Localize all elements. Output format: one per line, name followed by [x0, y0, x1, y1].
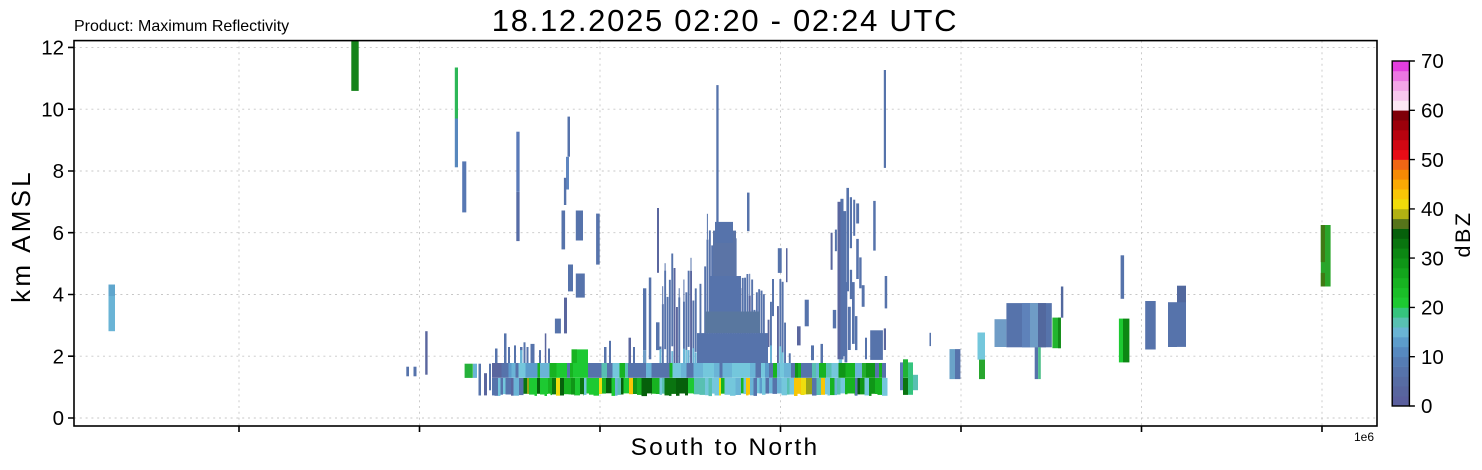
- svg-text:dBZ: dBZ: [1451, 211, 1475, 258]
- svg-text:4: 4: [53, 284, 64, 307]
- svg-text:1e6: 1e6: [1354, 430, 1374, 444]
- svg-text:40: 40: [1421, 198, 1444, 221]
- svg-text:South to North: South to North: [631, 434, 820, 461]
- svg-text:50: 50: [1421, 149, 1444, 172]
- svg-text:8: 8: [53, 160, 64, 183]
- svg-text:km AMSL: km AMSL: [6, 169, 36, 303]
- svg-text:0: 0: [53, 407, 64, 430]
- svg-text:12: 12: [41, 37, 64, 60]
- svg-text:0: 0: [1421, 395, 1432, 418]
- svg-text:18.12.2025 02:20 - 02:24 UTC: 18.12.2025 02:20 - 02:24 UTC: [492, 3, 958, 38]
- svg-text:20: 20: [1421, 297, 1444, 320]
- svg-text:6: 6: [53, 222, 64, 245]
- svg-text:10: 10: [1421, 346, 1444, 369]
- svg-text:10: 10: [41, 98, 64, 121]
- svg-text:2: 2: [53, 345, 64, 368]
- svg-text:60: 60: [1421, 100, 1444, 123]
- svg-text:70: 70: [1421, 50, 1444, 73]
- svg-text:Product: Maximum Reflectivity: Product: Maximum Reflectivity: [74, 18, 289, 35]
- svg-text:30: 30: [1421, 247, 1444, 270]
